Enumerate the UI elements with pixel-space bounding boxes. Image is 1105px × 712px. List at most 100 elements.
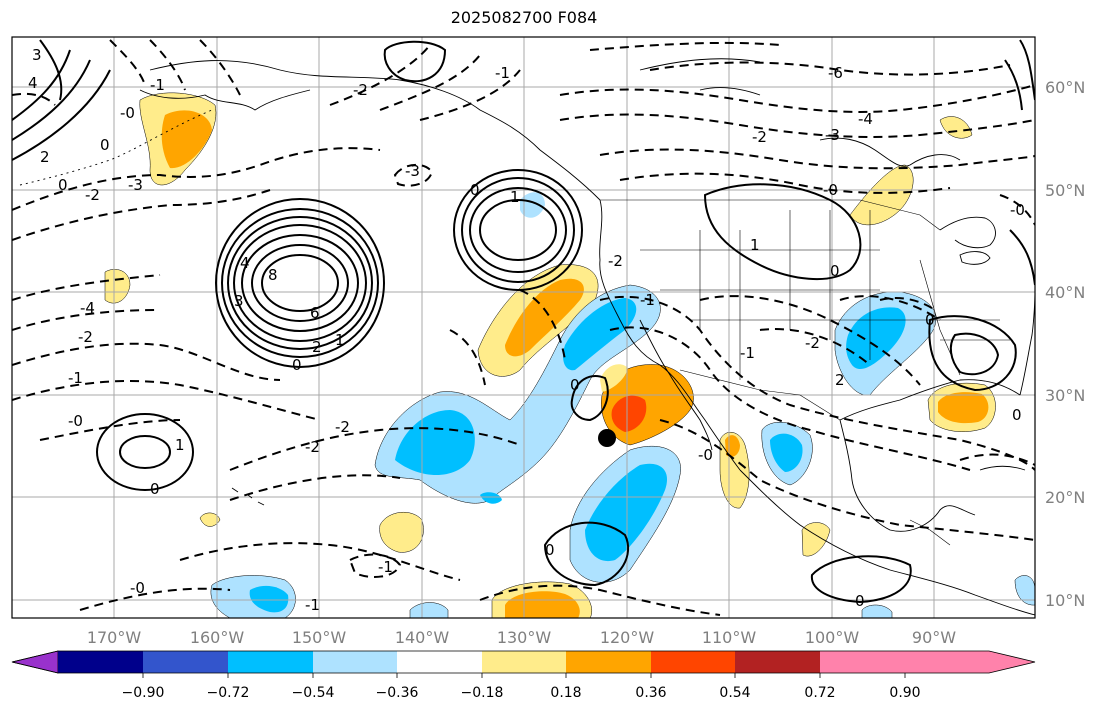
lat-label: 30°N [1045,386,1085,405]
contour-label: -3 [405,162,420,180]
contour-label: -2 [608,252,623,270]
colorbar-tick-label: 0.18 [550,685,581,701]
colorbar-swatch [566,651,652,673]
contour-label: -4 [858,110,873,128]
lon-label: 170°W [87,628,142,647]
coastlines [19,58,1035,616]
colorbar-tick-label: −0.18 [461,685,504,701]
lon-label: 100°W [805,628,860,647]
graticule [12,37,1035,618]
lat-label: 40°N [1045,283,1085,302]
contour-label: -0 [130,579,145,597]
contour-label: -1 [740,344,755,362]
colorbar-swatch [482,651,568,673]
lon-label: 120°W [600,628,655,647]
colorbar-tick-label: 0.90 [889,685,920,701]
contour-label: 0 [150,480,160,498]
contour-label: 6 [310,304,320,322]
contour-label: -1 [305,596,320,614]
lon-label: 130°W [497,628,552,647]
colorbar-tick-label: −0.90 [122,685,165,701]
contour-label: -3 [825,126,840,144]
lon-label: 140°W [395,628,450,647]
contour-label: -6 [828,64,843,82]
colorbar-swatch [651,651,737,673]
contour-label: -1 [378,558,393,576]
contour-label: 0 [925,311,935,329]
map-frame [11,36,1036,619]
lon-label: 150°W [292,628,347,647]
lon-label: 90°W [912,628,956,647]
colorbar-swatch [820,651,905,673]
contour-label: -2 [305,438,320,456]
contour-label: 4 [28,74,38,92]
contour-label: 0 [855,592,865,610]
contour-label: -1 [150,76,165,94]
colorbar-swatch [58,651,144,673]
lat-label: 10°N [1045,591,1085,610]
contour-label: 0 [830,262,840,280]
contours-negative [12,39,1035,616]
colorbar-extend-left [11,650,59,674]
contour-label: -2 [752,128,767,146]
lat-label: 60°N [1045,78,1085,97]
contour-label: 3 [234,292,244,310]
contour-label: 0 [292,356,302,374]
contour-label: -0 [68,412,83,430]
contour-label: -2 [805,334,820,352]
contour-label: 2 [312,338,322,356]
latitude-labels: 60°N 50°N 40°N 30°N 20°N 10°N [1045,78,1085,610]
contour-label: -3 [128,176,143,194]
anomaly-shading [104,92,1035,618]
contour-label: 0 [570,376,580,394]
colorbar-tick-label: 0.36 [635,685,666,701]
colorbar-swatch [228,651,314,673]
contour-label: 0 [100,136,110,154]
contour-label: -2 [85,186,100,204]
contour-label: -2 [353,81,368,99]
storm-center-marker [598,429,616,447]
contour-label: -2 [78,328,93,346]
lon-label: 160°W [190,628,245,647]
contour-label: 0 [545,541,555,559]
contour-label: -0 [120,104,135,122]
contour-label: 0 [1012,406,1022,424]
colorbar: −0.90 −0.72 −0.54 −0.36 −0.18 0.18 0.36 … [11,650,1036,701]
lon-label: 110°W [702,628,757,647]
contour-label: 3 [32,46,42,64]
contours-positive [12,39,1035,604]
lat-label: 20°N [1045,488,1085,507]
contour-label: -0 [823,181,838,199]
contour-label: 1 [510,188,520,206]
colorbar-swatch [143,651,229,673]
colorbar-tick-label: 0.54 [719,685,750,701]
colorbar-tick-label: 0.72 [804,685,835,701]
contour-label: 2 [835,371,845,389]
contour-label: -1 [68,369,83,387]
contour-label: 8 [268,266,278,284]
contour-label: -4 [80,299,95,317]
contour-labels: 3 4 2 0 -2 -3 0 -1 -0 8 6 4 2 0 3 1 -3 -… [28,46,1025,614]
colorbar-tick-label: −0.72 [207,685,250,701]
longitude-labels: 170°W 160°W 150°W 140°W 130°W 120°W 110°… [87,628,956,647]
contour-label: 2 [40,148,50,166]
contour-label: 1 [175,436,185,454]
page-title: 2025082700 F084 [450,8,598,27]
contour-label: -1 [495,64,510,82]
colorbar-swatch [735,651,821,673]
contour-label: -1 [640,291,655,309]
colorbar-swatch [313,651,399,673]
contour-label: 1 [335,331,345,349]
contour-label: -0 [698,446,713,464]
colorbar-swatch [397,651,483,673]
contour-label: 4 [240,254,250,272]
contour-label: -2 [335,418,350,436]
contour-label: 0 [470,181,480,199]
lat-label: 50°N [1045,181,1085,200]
contour-label: 1 [750,236,760,254]
colorbar-tick-label: −0.54 [292,685,335,701]
contour-label: -0 [1010,201,1025,219]
colorbar-tick-label: −0.36 [376,685,419,701]
contour-label: 0 [58,176,68,194]
